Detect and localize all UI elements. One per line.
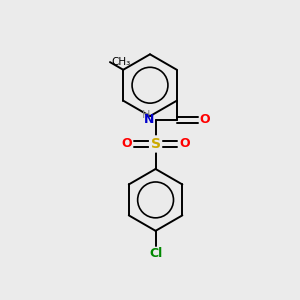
Text: CH₃: CH₃ [112, 57, 131, 67]
Text: O: O [200, 113, 210, 126]
Text: H: H [142, 110, 150, 119]
Text: N: N [144, 113, 154, 126]
Text: O: O [122, 137, 132, 151]
Text: S: S [151, 137, 160, 151]
Text: O: O [179, 137, 190, 151]
Text: Cl: Cl [149, 247, 162, 260]
